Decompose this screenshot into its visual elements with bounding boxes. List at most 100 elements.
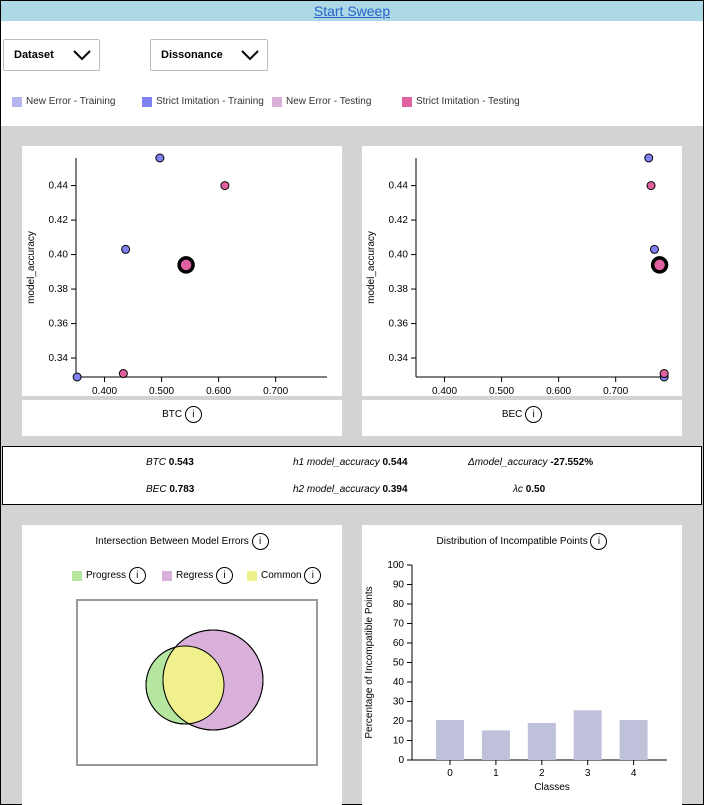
legend-swatch	[142, 96, 152, 107]
dataset-dropdown[interactable]: Dataset	[3, 39, 100, 71]
x-tick-label: 0.600	[206, 386, 231, 396]
y-tick-label: 0.44	[389, 181, 409, 192]
y-tick-label: 0.34	[49, 353, 69, 364]
info-icon[interactable]: i	[216, 567, 234, 584]
lambda-stat: λc 0.50	[513, 484, 546, 495]
x-tick-label: 1	[493, 768, 499, 779]
info-icon[interactable]: i	[590, 533, 608, 550]
x-tick-label: 0.500	[489, 386, 514, 396]
info-icon[interactable]: i	[184, 405, 202, 423]
venn-panel: Intersection Between Model Errors i Prog…	[22, 525, 342, 805]
y-tick-label: 70	[393, 619, 405, 630]
dissonance-dropdown-label: Dissonance	[161, 49, 223, 61]
x-tick-label: 0.700	[263, 386, 288, 396]
top-bar: Start Sweep	[1, 1, 703, 21]
legend-item-new-error-testing: New Error - Testing	[272, 96, 371, 107]
h1-stat: h1 model_accuracy 0.544	[293, 457, 408, 468]
info-icon[interactable]: i	[128, 567, 146, 584]
y-tick-label: 0.42	[49, 215, 69, 226]
venn-title: Intersection Between Model Errors	[95, 536, 249, 548]
bar[interactable]	[573, 710, 602, 760]
bar[interactable]	[527, 722, 556, 760]
y-tick-label: 0.38	[389, 284, 409, 295]
bec-axis-label: BEC	[501, 409, 523, 420]
y-tick-label: 90	[393, 580, 405, 591]
legend-item-strict-imitation-testing: Strict Imitation - Testing	[402, 96, 520, 107]
y-tick-label: 0.38	[49, 284, 69, 295]
x-tick-label: 4	[631, 768, 637, 779]
y-axis-label: model_accuracy	[26, 231, 37, 304]
y-tick-label: 100	[387, 560, 404, 571]
delta-stat: Δmodel_accuracy -27.552%	[468, 457, 594, 468]
venn-legend-progress: Progress i	[72, 567, 146, 584]
y-axis-label: Percentage of Incompatible Points	[364, 586, 375, 738]
bec-scatter-chart: model_accuracy 0.34 0.36 0.38 0.40 0.42 0.44 0…	[366, 153, 669, 397]
scatter-point[interactable]	[649, 244, 659, 254]
bar-title: Distribution of Incompatible Points	[436, 536, 588, 548]
chevron-down-icon	[73, 50, 91, 61]
stats-summary: BTC 0.543 BEC 0.783 h1 model_accuracy 0.…	[2, 446, 702, 505]
y-tick-label: 10	[393, 736, 405, 747]
btc-scatter-chart: model_accuracy 0.34 0.36 0.38 0.40 0.42 0.44 0…	[26, 153, 327, 397]
y-tick-label: 20	[393, 716, 405, 727]
y-tick-label: 0.42	[389, 215, 409, 226]
legend-label: New Error - Training	[26, 96, 116, 107]
x-axis-label: Classes	[534, 782, 570, 793]
legend-label: New Error - Testing	[286, 96, 372, 107]
selected-point[interactable]	[650, 256, 669, 274]
info-icon[interactable]: i	[251, 533, 269, 550]
scatter-point[interactable]	[72, 372, 82, 382]
y-tick-label: 0.44	[49, 181, 69, 192]
progress-outline	[145, 645, 225, 725]
y-tick-label: 0.40	[49, 250, 69, 261]
scatter-point[interactable]	[659, 369, 669, 379]
info-icon[interactable]: i	[525, 405, 543, 423]
scatter-point[interactable]	[155, 153, 165, 163]
x-tick-label: 0.500	[149, 386, 174, 396]
legend-swatch	[272, 96, 282, 107]
y-tick-label: 30	[393, 697, 405, 708]
y-tick-label: 0.34	[389, 353, 409, 364]
bar[interactable]	[436, 720, 464, 760]
legend-label: Strict Imitation - Testing	[416, 96, 520, 107]
scatter-point[interactable]	[121, 244, 131, 254]
btc-axis-label-panel: BTC i	[22, 400, 342, 436]
btc-scatter-panel: model_accuracy 0.34 0.36 0.38 0.40 0.42 0.44 0…	[22, 146, 342, 397]
scatter-point[interactable]	[118, 369, 128, 379]
y-tick-label: 40	[393, 677, 405, 688]
dissonance-dropdown[interactable]: Dissonance	[150, 39, 268, 71]
scatter-point[interactable]	[644, 153, 654, 163]
info-icon[interactable]: i	[304, 567, 322, 584]
bar[interactable]	[619, 720, 648, 760]
venn-frame	[76, 599, 318, 766]
y-tick-label: 60	[393, 638, 405, 649]
x-tick-label: 0.400	[92, 386, 117, 396]
x-tick-label: 0.600	[546, 386, 571, 396]
venn-legend-common: Common i	[247, 567, 322, 584]
x-tick-label: 2	[539, 768, 545, 779]
bar[interactable]	[481, 730, 510, 760]
y-tick-label: 0.36	[389, 319, 409, 330]
y-tick-label: 80	[393, 599, 405, 610]
scatter-point[interactable]	[646, 181, 656, 191]
y-tick-label: 0.40	[389, 250, 409, 261]
regress-outline	[162, 629, 264, 731]
scatter-point[interactable]	[220, 181, 230, 191]
controls-area: Dataset Dissonance New Error - Training …	[1, 21, 703, 126]
incompatible-bar-chart: Percentage of Incompatible Points Classe…	[364, 560, 667, 793]
dataset-dropdown-label: Dataset	[14, 49, 54, 61]
venn-title-row: Intersection Between Model Errors i	[22, 533, 342, 550]
start-sweep-link[interactable]: Start Sweep	[313, 3, 391, 19]
bec-scatter-panel: model_accuracy 0.34 0.36 0.38 0.40 0.42 0.44 0…	[362, 146, 682, 397]
btc-axis-label: BTC	[162, 409, 183, 420]
selected-point[interactable]	[177, 256, 195, 274]
legend-swatch	[12, 96, 22, 107]
venn-legend-regress: Regress i	[162, 567, 234, 584]
venn-diagram	[76, 599, 318, 766]
common-region[interactable]	[163, 630, 263, 730]
bec-axis-label-panel: BEC i	[362, 400, 682, 436]
legend-swatch	[402, 96, 412, 107]
legend-swatch	[247, 570, 257, 581]
y-axis-label: model_accuracy	[366, 231, 377, 304]
y-tick-label: 50	[393, 658, 405, 669]
